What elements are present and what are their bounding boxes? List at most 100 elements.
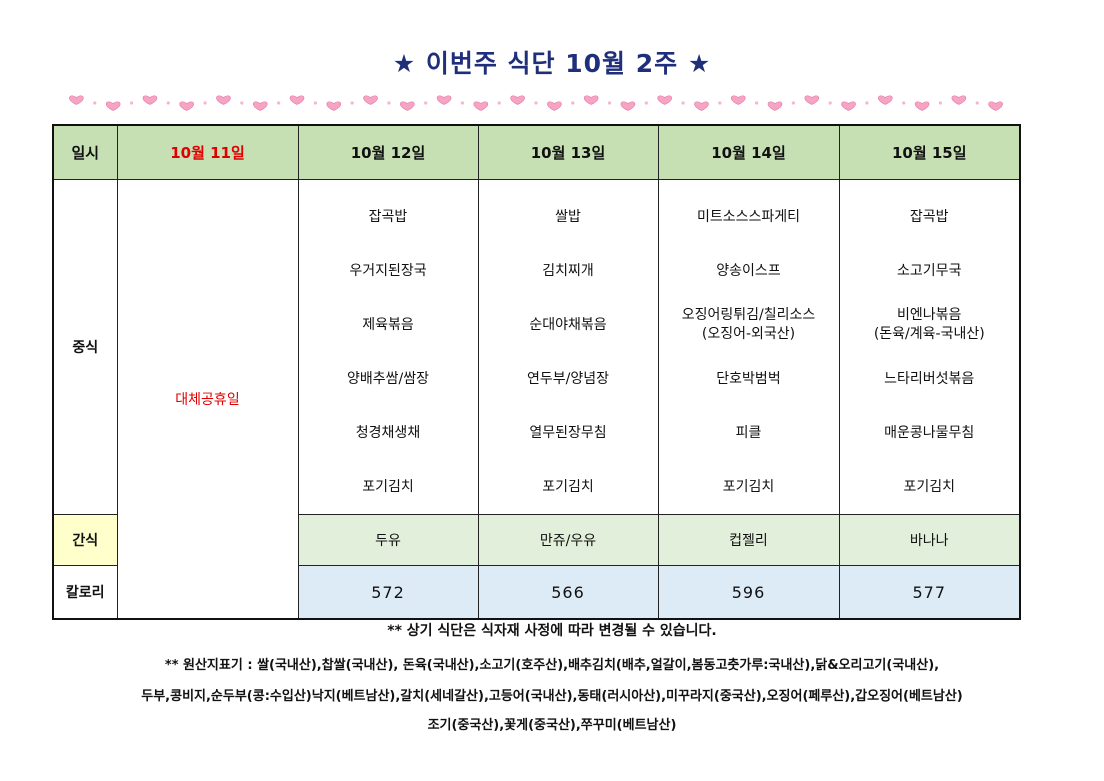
lunch-cell: 잡곡밥 우거지된장국 제육볶음 양배추쌈/쌈장 청경채생채 포기김치	[297, 179, 479, 515]
dot-icon	[938, 101, 943, 105]
change-notice: ** 상기 식단은 식자재 사정에 따라 변경될 수 있습니다.	[387, 623, 717, 639]
heart-border-decoration	[69, 95, 1003, 111]
dot-icon	[607, 101, 612, 105]
lunch-row: 중식 대체공휴일 잡곡밥 우거지된장국 제육볶음 양배추쌈/쌈장 청경채생채 포…	[52, 179, 1021, 620]
dish: 양송이스프	[716, 262, 781, 279]
dish: 포기김치	[362, 478, 414, 495]
header-corner: 일시	[52, 124, 118, 180]
dish: 제육볶음	[362, 316, 414, 333]
snack-row: 간식 두유 만쥬/우유 컵젤리 바나나	[52, 514, 1021, 566]
dot-icon	[865, 101, 869, 105]
origin-line: ** 원산지표기 : 쌀(국내산),찹쌀(국내산), 돈육(국내산),소고기(호…	[164, 658, 940, 673]
heart-icon	[436, 95, 452, 105]
heart-icon	[804, 95, 819, 105]
heart-icon	[179, 101, 194, 111]
dish: 포기김치	[903, 478, 956, 495]
dish: 포기김치	[542, 478, 594, 495]
dish: 양배추쌈/쌈장	[347, 370, 429, 387]
dot-icon	[277, 101, 281, 105]
lunch-cell: 쌀밥 김치찌개 순대야채볶음 연두부/양념장 열무된장무침 포기김치	[477, 179, 659, 515]
calorie-cell: 572	[297, 565, 479, 620]
holiday-cell: 대체공휴일	[116, 179, 299, 620]
dish: 열무된장무침	[529, 424, 607, 441]
heart-icon	[547, 101, 562, 111]
dish: 김치찌개	[542, 262, 594, 279]
dot-icon	[975, 101, 979, 105]
dot-icon	[534, 101, 538, 105]
day-header: 10월 12일	[297, 124, 479, 180]
heart-icon	[69, 95, 84, 105]
dot-icon	[828, 101, 832, 105]
heart-icon	[988, 101, 1003, 111]
dish: 순대야채볶음	[529, 316, 607, 333]
dot-icon	[166, 101, 170, 105]
dot-icon	[387, 101, 391, 105]
dish: 소고기무국	[897, 262, 962, 279]
dot-icon	[755, 101, 759, 105]
dish: 연두부/양념장	[527, 370, 609, 387]
dish: 매운콩나물무침	[884, 424, 975, 441]
dish: 우거지된장국	[349, 262, 427, 279]
dish: 청경채생채	[355, 424, 421, 441]
heart-icon	[583, 95, 599, 105]
origin-line: 조기(중국산),꽃게(중국산),쭈꾸미(베트남산)	[427, 718, 677, 733]
dish: 쌀밥	[555, 208, 581, 225]
dish: 오징어링튀김/칠리소스 (오징어-외국산)	[681, 307, 816, 342]
heart-icon	[657, 95, 672, 105]
lunch-label: 중식	[52, 179, 118, 515]
calorie-cell: 566	[477, 565, 659, 620]
dot-icon	[424, 101, 428, 105]
day-header: 10월 13일	[477, 124, 659, 180]
heart-icon	[841, 101, 856, 111]
dish: 단호박범벅	[716, 370, 781, 387]
header-row: 일시 10월 11일 10월 12일 10월 13일 10월 14일 10월 1…	[52, 124, 1021, 180]
calorie-label: 칼로리	[52, 565, 118, 620]
heart-icon	[731, 95, 746, 105]
snack-cell: 두유	[297, 514, 479, 566]
lunch-cell: 미트소스스파게티 양송이스프 오징어링튀김/칠리소스 (오징어-외국산) 단호박…	[657, 179, 840, 515]
calorie-cell: 596	[657, 565, 840, 620]
heart-icon	[510, 95, 525, 105]
heart-icon	[326, 101, 341, 111]
page-title: ★ 이번주 식단 10월 2주 ★	[392, 49, 712, 78]
dish: 잡곡밥	[368, 208, 408, 225]
dot-icon	[644, 101, 648, 105]
dot-icon	[571, 101, 575, 105]
dish: 느타리버섯볶음	[884, 370, 975, 387]
heart-icon	[289, 95, 305, 105]
dish: 피클	[735, 424, 762, 441]
day-header: 10월 11일	[116, 124, 299, 180]
dot-icon	[203, 101, 207, 105]
snack-cell: 만쥬/우유	[477, 514, 659, 566]
dot-icon	[791, 101, 795, 105]
heart-icon	[473, 101, 489, 111]
heart-icon	[767, 101, 783, 111]
dish: 미트소스스파게티	[696, 208, 801, 225]
dot-icon	[497, 101, 501, 105]
lunch-cell: 잡곡밥 소고기무국 비엔나볶음 (돈육/계육-국내산) 느타리버섯볶음 매운콩나…	[838, 179, 1021, 515]
heart-icon	[253, 101, 268, 111]
heart-icon	[142, 95, 158, 105]
heart-icon	[620, 101, 636, 111]
heart-icon	[216, 95, 231, 105]
heart-icon	[914, 101, 930, 111]
dish: 비엔나볶음 (돈육/계육-국내산)	[873, 307, 985, 342]
snack-cell: 바나나	[838, 514, 1021, 566]
dot-icon	[681, 101, 685, 105]
dot-icon	[460, 101, 465, 105]
origin-line: 두부,콩비지,순두부(콩:수입산)낙지(베트남산),갈치(세네갈산),고등어(국…	[141, 689, 963, 704]
heart-icon	[400, 101, 415, 111]
heart-icon	[951, 95, 967, 105]
menu-table: 일시 10월 11일 10월 12일 10월 13일 10월 14일 10월 1…	[52, 124, 1021, 620]
dish: 잡곡밥	[909, 208, 949, 225]
day-header: 10월 15일	[838, 124, 1021, 180]
dish: 포기김치	[722, 478, 775, 495]
dot-icon	[313, 101, 317, 105]
heart-icon	[694, 101, 709, 111]
dot-icon	[350, 101, 354, 105]
day-header: 10월 14일	[657, 124, 840, 180]
dot-icon	[902, 101, 906, 105]
dot-icon	[718, 101, 722, 105]
snack-cell: 컵젤리	[657, 514, 840, 566]
snack-label: 간식	[52, 514, 118, 566]
